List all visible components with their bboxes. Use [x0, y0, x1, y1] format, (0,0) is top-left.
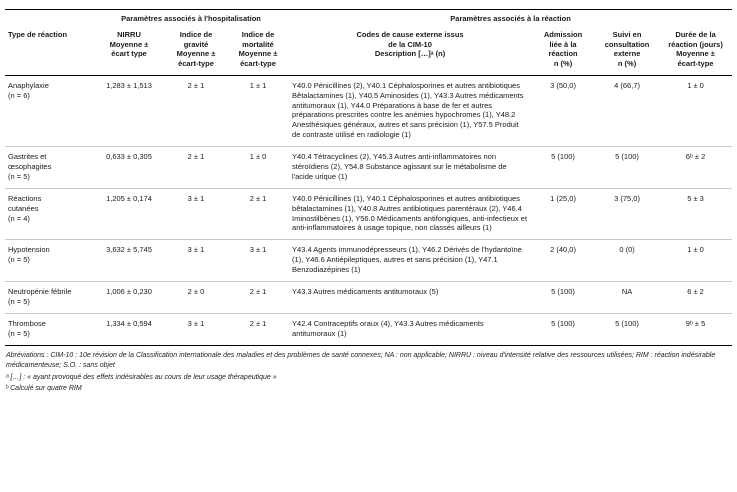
table-row-reactions-cutanees: Réactions cutanées (n = 4) 1,205 ± 0,174… — [5, 187, 733, 240]
reaction-type-cell: Gastrites et œsophagites (n = 5) — [5, 146, 93, 189]
footnote-b: ᵇ Calculé sur quatre RIM — [6, 385, 82, 393]
mortalite-cell: 2 ± 1 — [227, 187, 290, 240]
suivi-cell: 5 (100) — [595, 146, 660, 189]
duree-cell: 1 ± 0 — [687, 80, 704, 90]
group-header-hospitalisation: Paramètres associés à l'hospitalisation — [121, 14, 261, 23]
column-header-gravite: Indice de gravité Moyenne ± écart-type — [165, 26, 227, 76]
table-row-thrombose: Thrombose (n = 5) 1,334 ± 0,594 3 ± 1 2 … — [5, 312, 733, 346]
nirru-cell: 1,205 ± 0,174 — [93, 187, 165, 240]
mortalite-cell: 3 ± 1 — [227, 239, 290, 282]
gravite-cell: 3 ± 1 — [165, 239, 227, 282]
admission-cell: 5 (100) — [531, 312, 596, 346]
suivi-cell: 0 (0) — [595, 239, 660, 282]
footnote-abbreviations: Abréviations : CIM-10 : 10e révision de … — [6, 351, 716, 370]
table-row-hypotension: Hypotension (n = 5) 3,632 ± 5,745 3 ± 1 … — [5, 239, 733, 282]
nirru-cell: 1,283 ± 1,513 — [106, 80, 152, 90]
duree-cell: 9ᵇ ± 5 — [659, 312, 733, 346]
group-header-spacer — [5, 10, 93, 27]
admission-cell: 5 (100) — [531, 146, 596, 189]
column-header-row: Type de réaction NIRRU Moyenne ± écart t… — [5, 26, 733, 76]
suivi-cell: 3 (75,0) — [595, 187, 660, 240]
column-header-nirru: NIRRU Moyenne ± écart type — [93, 26, 165, 76]
group-header-reaction: Paramètres associés à la réaction — [450, 14, 571, 23]
table-row-gastrites: Gastrites et œsophagites (n = 5) 0,633 ±… — [5, 146, 733, 189]
admission-cell: 5 (100) — [531, 281, 596, 314]
reaction-type-cell: Thrombose (n = 5) — [5, 312, 93, 346]
column-header-mortalite: Indice de mortalité Moyenne ± écart-type — [227, 26, 290, 76]
column-header-type: Type de réaction — [5, 26, 93, 76]
mortalite-cell: 2 ± 1 — [227, 312, 290, 346]
mortalite-cell: 2 ± 1 — [227, 281, 290, 314]
nirru-cell: 1,006 ± 0,230 — [93, 281, 165, 314]
mortalite-cell: 1 ± 1 — [249, 80, 267, 90]
group-header-row: Paramètres associés à l'hospitalisation … — [5, 10, 732, 27]
duree-cell: 1 ± 0 — [659, 239, 733, 282]
codes-cim10-cell: Y42.4 Contraceptifs oraux (4), Y43.3 Aut… — [289, 312, 532, 346]
gravite-cell: 2 ± 1 — [187, 80, 205, 90]
reaction-type-cell: Réactions cutanées (n = 4) — [5, 187, 93, 240]
suivi-cell: 5 (100) — [595, 312, 660, 346]
table-row-neutropenie: Neutropénie fébrile (n = 5) 1,006 ± 0,23… — [5, 281, 733, 314]
table-footnotes: Abréviations : CIM-10 : 10e révision de … — [5, 346, 732, 395]
admission-cell: 1 (25,0) — [531, 187, 596, 240]
table-row-anaphylaxie: Anaphylaxie (n = 6) 1,283 ± 1,513 2 ± 1 … — [5, 75, 732, 146]
mortalite-cell: 1 ± 0 — [227, 146, 290, 189]
codes-cim10-cell: Y43.3 Autres médicaments antitumoraux (5… — [289, 281, 532, 314]
codes-cim10-cell: Y40.0 Pénicillines (1), Y40.1 Céphalospo… — [289, 187, 532, 240]
footnote-a: ᵃ […] : « ayant provoqué des effets indé… — [6, 373, 277, 381]
column-header-duree: Durée de la réaction (jours) Moyenne ± é… — [659, 26, 733, 76]
column-header-suivi: Suivi en consultation externe n (%) — [595, 26, 660, 76]
gravite-cell: 3 ± 1 — [165, 187, 227, 240]
admission-cell: 3 (50,0) — [550, 80, 576, 90]
nirru-cell: 3,632 ± 5,745 — [93, 239, 165, 282]
duree-cell: 6ᵇ ± 2 — [659, 146, 733, 189]
nirru-cell: 1,334 ± 0,594 — [93, 312, 165, 346]
reactions-table: Paramètres associés à l'hospitalisation … — [5, 9, 733, 346]
codes-cim10-cell: Y40.0 Pénicillines (2), Y40.1 Céphalospo… — [292, 80, 524, 140]
reaction-type-cell: Hypotension (n = 5) — [5, 239, 93, 282]
gravite-cell: 2 ± 0 — [165, 281, 227, 314]
nirru-cell: 0,633 ± 0,305 — [93, 146, 165, 189]
column-header-codes-cim10: Codes de cause externe issus de la CIM-1… — [289, 26, 532, 76]
admission-cell: 2 (40,0) — [531, 239, 596, 282]
table-figure: Paramètres associés à l'hospitalisation … — [5, 9, 733, 395]
codes-cim10-cell: Y43.4 Agents immunodépresseurs (1), Y46.… — [289, 239, 532, 282]
gravite-cell: 3 ± 1 — [165, 312, 227, 346]
gravite-cell: 2 ± 1 — [165, 146, 227, 189]
reaction-type-cell: Neutropénie fébrile (n = 5) — [5, 281, 93, 314]
suivi-cell: 4 (66,7) — [614, 80, 640, 90]
codes-cim10-cell: Y40.4 Tétracyclines (2), Y45.3 Autres an… — [289, 146, 532, 189]
suivi-cell: NA — [595, 281, 660, 314]
column-header-admission: Admission liée à la réaction n (%) — [531, 26, 596, 76]
reaction-type-cell: Anaphylaxie (n = 6) — [8, 80, 49, 100]
duree-cell: 5 ± 3 — [659, 187, 733, 240]
duree-cell: 6 ± 2 — [659, 281, 733, 314]
